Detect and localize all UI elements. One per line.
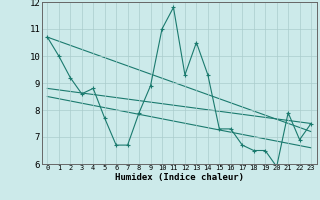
X-axis label: Humidex (Indice chaleur): Humidex (Indice chaleur) (115, 173, 244, 182)
